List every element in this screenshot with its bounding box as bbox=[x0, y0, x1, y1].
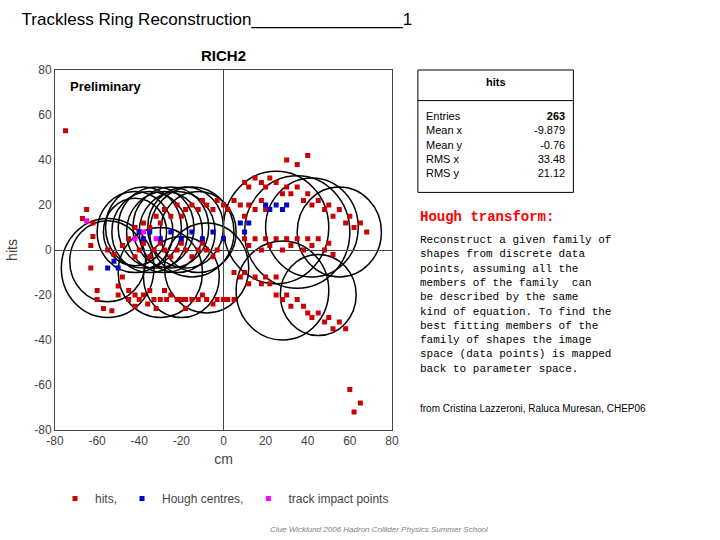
svg-text:40: 40 bbox=[301, 434, 315, 448]
svg-text:hits: hits bbox=[4, 239, 20, 261]
svg-text:-60: -60 bbox=[88, 434, 106, 448]
svg-text:-60: -60 bbox=[34, 378, 52, 392]
svg-text:hits,: hits, bbox=[95, 492, 117, 506]
svg-text:60: 60 bbox=[38, 108, 52, 122]
svg-text:RICH2: RICH2 bbox=[201, 47, 246, 64]
svg-text:cm: cm bbox=[214, 451, 233, 467]
svg-text:track impact points: track impact points bbox=[288, 492, 388, 506]
svg-text:263-9.879-0.7633.4821.12: 263-9.879-0.7633.4821.12 bbox=[534, 110, 565, 179]
svg-text:-40: -40 bbox=[34, 333, 52, 347]
svg-text:Preliminary: Preliminary bbox=[70, 79, 142, 94]
svg-text:80: 80 bbox=[38, 63, 52, 77]
svg-text:Hough transform:: Hough transform: bbox=[420, 209, 554, 225]
svg-text:40: 40 bbox=[38, 153, 52, 167]
svg-text:80: 80 bbox=[385, 434, 399, 448]
svg-text:20: 20 bbox=[38, 198, 52, 212]
svg-text:-40: -40 bbox=[131, 434, 149, 448]
svg-text:-80: -80 bbox=[34, 423, 52, 437]
svg-text:EntriesMean xMean yRMS xRMS y: EntriesMean xMean yRMS xRMS y bbox=[426, 110, 463, 179]
svg-text:Hough centres,: Hough centres, bbox=[162, 492, 243, 506]
svg-text:-20: -20 bbox=[173, 434, 191, 448]
svg-text:60: 60 bbox=[343, 434, 357, 448]
svg-text:from Cristina Lazzeroni, Raluc: from Cristina Lazzeroni, Raluca Muresan,… bbox=[420, 403, 646, 414]
svg-text:hits: hits bbox=[486, 76, 506, 88]
svg-text:0: 0 bbox=[220, 434, 227, 448]
svg-text:0: 0 bbox=[45, 243, 52, 257]
svg-text:-20: -20 bbox=[34, 288, 52, 302]
svg-text:Trackless Ring Reconstruction_: Trackless Ring Reconstruction___________… bbox=[22, 10, 413, 29]
svg-text:Clue Wicklund 2006 Hadron Coll: Clue Wicklund 2006 Hadron Collider Physi… bbox=[270, 525, 488, 534]
svg-text:-80: -80 bbox=[46, 434, 64, 448]
svg-text:20: 20 bbox=[259, 434, 273, 448]
svg-text:Reconstruct a given family ofs: Reconstruct a given family ofshapes from… bbox=[420, 234, 611, 375]
